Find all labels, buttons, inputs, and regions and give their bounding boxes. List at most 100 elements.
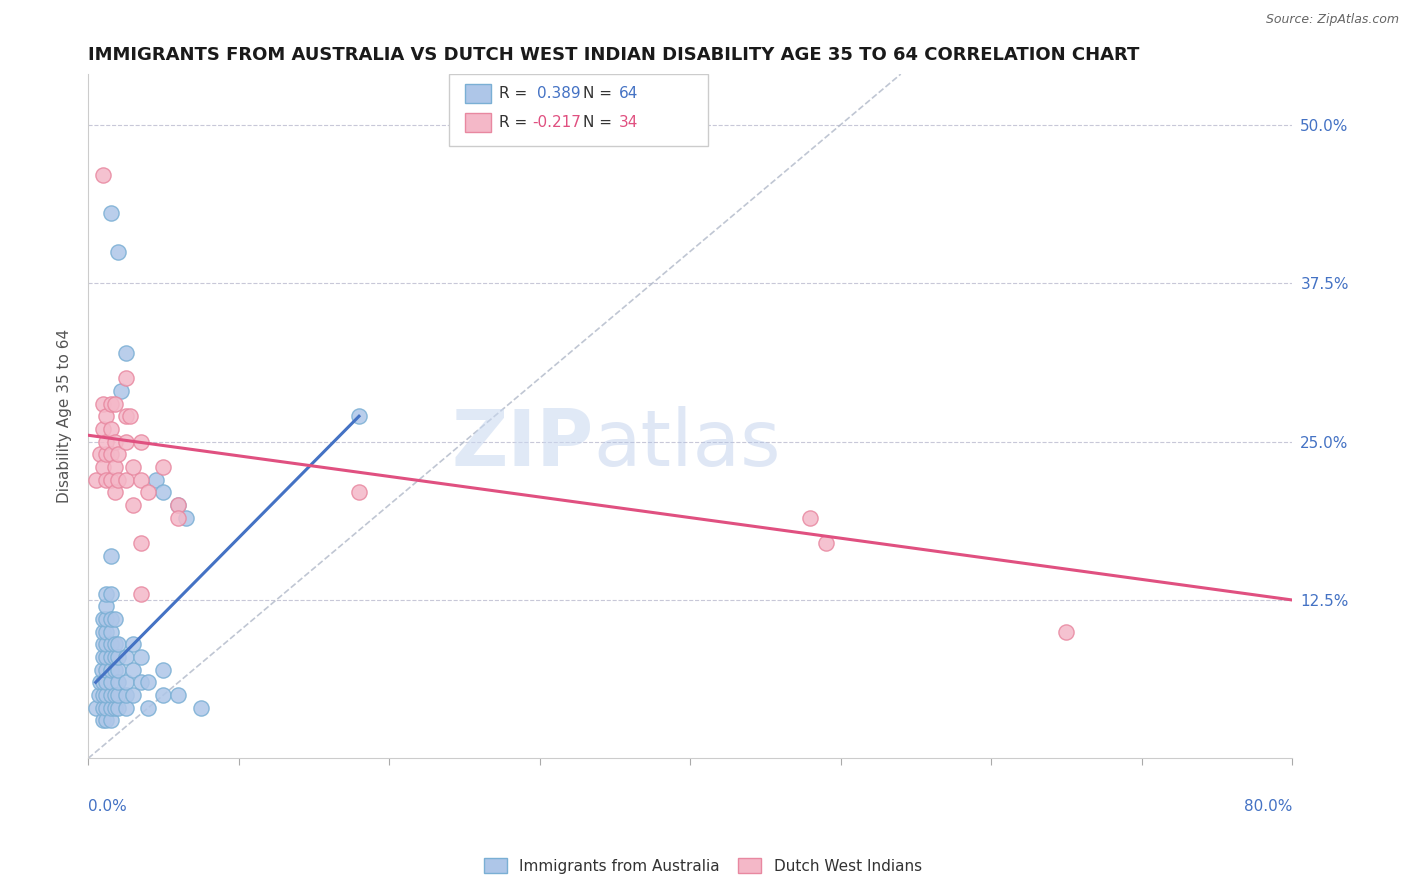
Y-axis label: Disability Age 35 to 64: Disability Age 35 to 64 bbox=[58, 329, 72, 503]
Point bbox=[190, 700, 212, 714]
Point bbox=[104, 459, 127, 474]
Point bbox=[104, 700, 127, 714]
Point bbox=[91, 650, 114, 665]
Point bbox=[152, 485, 174, 500]
Point bbox=[167, 688, 190, 702]
Point bbox=[84, 700, 107, 714]
Point bbox=[122, 663, 145, 677]
Point bbox=[91, 637, 114, 651]
Point bbox=[100, 396, 122, 410]
Legend: Immigrants from Australia, Dutch West Indians: Immigrants from Australia, Dutch West In… bbox=[478, 852, 928, 880]
Text: R =: R = bbox=[499, 115, 527, 130]
Point bbox=[100, 650, 122, 665]
Point bbox=[152, 663, 174, 677]
Text: 34: 34 bbox=[619, 115, 638, 130]
FancyBboxPatch shape bbox=[465, 113, 492, 132]
Point bbox=[87, 688, 110, 702]
Text: 0.389: 0.389 bbox=[537, 86, 581, 101]
Point bbox=[174, 510, 197, 524]
Point bbox=[91, 396, 114, 410]
Point bbox=[114, 650, 136, 665]
Point bbox=[138, 485, 160, 500]
Point bbox=[104, 485, 127, 500]
Point bbox=[100, 624, 122, 639]
Point bbox=[129, 650, 152, 665]
Point bbox=[100, 422, 122, 436]
Point bbox=[96, 612, 118, 626]
Text: N =: N = bbox=[583, 115, 612, 130]
Point bbox=[107, 700, 129, 714]
Point bbox=[107, 244, 129, 259]
Point bbox=[100, 473, 122, 487]
Point bbox=[91, 688, 114, 702]
Point bbox=[100, 447, 122, 461]
Point bbox=[91, 714, 114, 728]
Point bbox=[96, 599, 118, 614]
Point bbox=[90, 663, 112, 677]
Point bbox=[100, 206, 122, 220]
FancyBboxPatch shape bbox=[465, 84, 492, 103]
Point bbox=[96, 637, 118, 651]
Point bbox=[96, 409, 118, 424]
Text: 0.0%: 0.0% bbox=[89, 799, 127, 814]
Point bbox=[114, 675, 136, 690]
Point bbox=[814, 536, 837, 550]
Text: ZIP: ZIP bbox=[451, 406, 593, 482]
Point bbox=[107, 650, 129, 665]
Point bbox=[347, 409, 370, 424]
Point bbox=[96, 624, 118, 639]
Point bbox=[110, 384, 132, 398]
Point bbox=[91, 624, 114, 639]
Point bbox=[122, 637, 145, 651]
Point bbox=[84, 473, 107, 487]
Point bbox=[100, 714, 122, 728]
Point bbox=[107, 447, 129, 461]
Point bbox=[1054, 624, 1077, 639]
Point bbox=[100, 586, 122, 600]
Point bbox=[107, 473, 129, 487]
Point bbox=[91, 675, 114, 690]
Point bbox=[96, 473, 118, 487]
Point bbox=[799, 510, 821, 524]
Point bbox=[129, 675, 152, 690]
Point bbox=[96, 434, 118, 449]
Point bbox=[96, 675, 118, 690]
Point bbox=[107, 688, 129, 702]
Point bbox=[100, 637, 122, 651]
Point bbox=[167, 498, 190, 512]
Point bbox=[129, 434, 152, 449]
Point bbox=[129, 473, 152, 487]
Point bbox=[91, 612, 114, 626]
Point bbox=[104, 434, 127, 449]
Point bbox=[89, 447, 111, 461]
Point bbox=[122, 498, 145, 512]
Point bbox=[100, 688, 122, 702]
Point bbox=[114, 409, 136, 424]
Point bbox=[96, 700, 118, 714]
Point bbox=[96, 663, 118, 677]
Point bbox=[107, 675, 129, 690]
Point bbox=[114, 688, 136, 702]
Point bbox=[100, 612, 122, 626]
Point bbox=[114, 346, 136, 360]
Point bbox=[104, 637, 127, 651]
Point bbox=[100, 663, 122, 677]
Point bbox=[122, 459, 145, 474]
Point bbox=[152, 688, 174, 702]
Point bbox=[96, 447, 118, 461]
Point bbox=[114, 473, 136, 487]
Point bbox=[91, 422, 114, 436]
Point bbox=[114, 434, 136, 449]
Point bbox=[100, 549, 122, 563]
FancyBboxPatch shape bbox=[450, 74, 709, 146]
Text: R =: R = bbox=[499, 86, 527, 101]
Point bbox=[100, 675, 122, 690]
Point bbox=[96, 650, 118, 665]
Point bbox=[100, 700, 122, 714]
Point bbox=[89, 675, 111, 690]
Point bbox=[104, 688, 127, 702]
Text: -0.217: -0.217 bbox=[533, 115, 581, 130]
Point bbox=[107, 637, 129, 651]
Point bbox=[91, 700, 114, 714]
Point bbox=[120, 409, 142, 424]
